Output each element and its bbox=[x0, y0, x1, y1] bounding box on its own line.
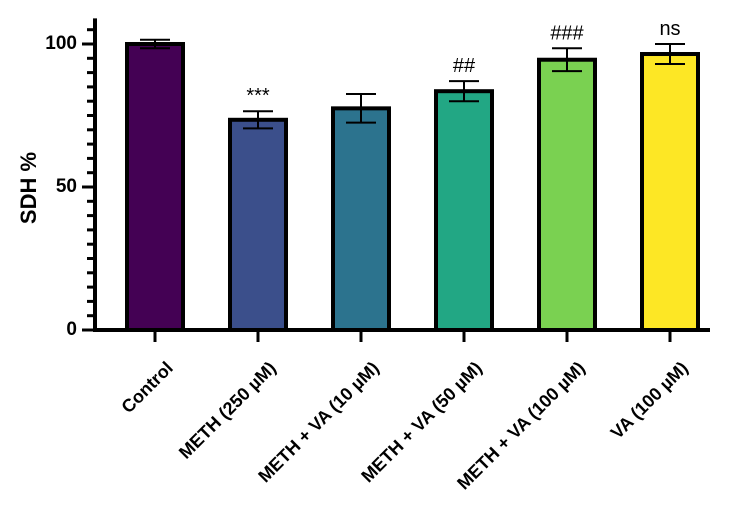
x-tick-label: METH (250 µM) bbox=[175, 358, 280, 463]
y-tick-label: 100 bbox=[45, 33, 77, 54]
y-axis: 0 50 100 bbox=[45, 18, 97, 340]
significance-label: ### bbox=[550, 22, 584, 44]
significance-label: ## bbox=[453, 55, 476, 77]
bar bbox=[434, 89, 494, 332]
bar bbox=[228, 117, 288, 333]
x-tick-label: Control bbox=[117, 358, 176, 417]
y-tick-label: 0 bbox=[66, 319, 77, 340]
bar bbox=[640, 52, 700, 332]
bar bbox=[331, 106, 391, 332]
y-tick-label: 50 bbox=[56, 176, 77, 197]
bar bbox=[537, 57, 597, 332]
bar bbox=[125, 42, 185, 332]
significance-label: ns bbox=[659, 18, 680, 40]
x-tick-label: VA (100 µM) bbox=[607, 358, 692, 443]
y-axis-title: SDH % bbox=[16, 152, 41, 224]
bars-group: ***##### ns bbox=[125, 18, 700, 333]
significance-label: *** bbox=[246, 85, 270, 107]
